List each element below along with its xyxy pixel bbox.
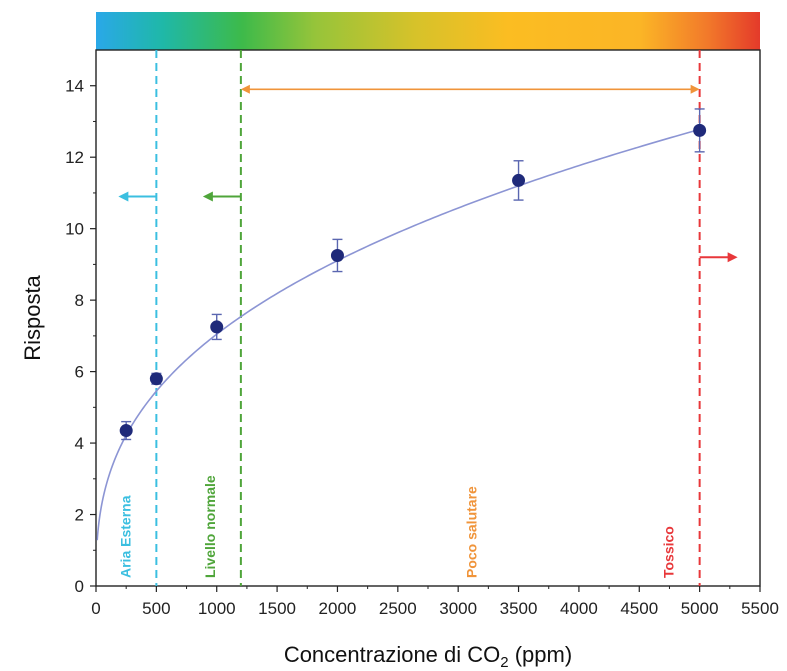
x-tick-label: 0	[91, 599, 100, 618]
x-tick-label: 500	[142, 599, 170, 618]
y-tick-label: 0	[75, 577, 84, 596]
data-point	[120, 424, 133, 437]
x-axis-title-subscript: 2	[500, 654, 508, 671]
y-axis-title: Risposta	[20, 274, 45, 360]
plot-frame	[96, 50, 760, 586]
range-label: Poco salutare	[463, 486, 479, 578]
y-tick-label: 10	[65, 220, 84, 239]
x-tick-label: 2000	[319, 599, 357, 618]
x-tick-label: 2500	[379, 599, 417, 618]
threshold-label: Tossico	[661, 526, 677, 578]
x-tick-label: 4000	[560, 599, 598, 618]
data-point	[512, 174, 525, 187]
y-tick-label: 12	[65, 148, 84, 167]
x-tick-label: 1000	[198, 599, 236, 618]
y-tick-label: 14	[65, 77, 84, 96]
x-tick-label: 3000	[439, 599, 477, 618]
threshold-label: Livello normale	[202, 475, 218, 578]
x-axis-title-unit: (ppm)	[509, 642, 573, 667]
x-tick-label: 1500	[258, 599, 296, 618]
x-tick-label: 3500	[500, 599, 538, 618]
data-point	[210, 320, 223, 333]
data-point	[150, 372, 163, 385]
colorbar	[96, 12, 760, 50]
range-arrow-head-right	[691, 85, 700, 94]
range-arrow-head-left	[241, 85, 250, 94]
y-tick-label: 8	[75, 291, 84, 310]
y-tick-label: 4	[75, 434, 84, 453]
y-tick-label: 6	[75, 363, 84, 382]
x-tick-label: 4500	[620, 599, 658, 618]
x-tick-label: 5500	[741, 599, 779, 618]
data-point	[693, 124, 706, 137]
threshold-arrow-head	[728, 252, 738, 262]
fit-curve	[97, 129, 699, 540]
x-axis-title: Concentrazione di CO2 (ppm)	[284, 642, 572, 671]
threshold-arrow-head	[118, 192, 128, 202]
data-point	[331, 249, 344, 262]
threshold-label: Aria Esterna	[117, 495, 133, 578]
threshold-arrow-head	[203, 192, 213, 202]
x-tick-label: 5000	[681, 599, 719, 618]
y-tick-label: 2	[75, 506, 84, 525]
